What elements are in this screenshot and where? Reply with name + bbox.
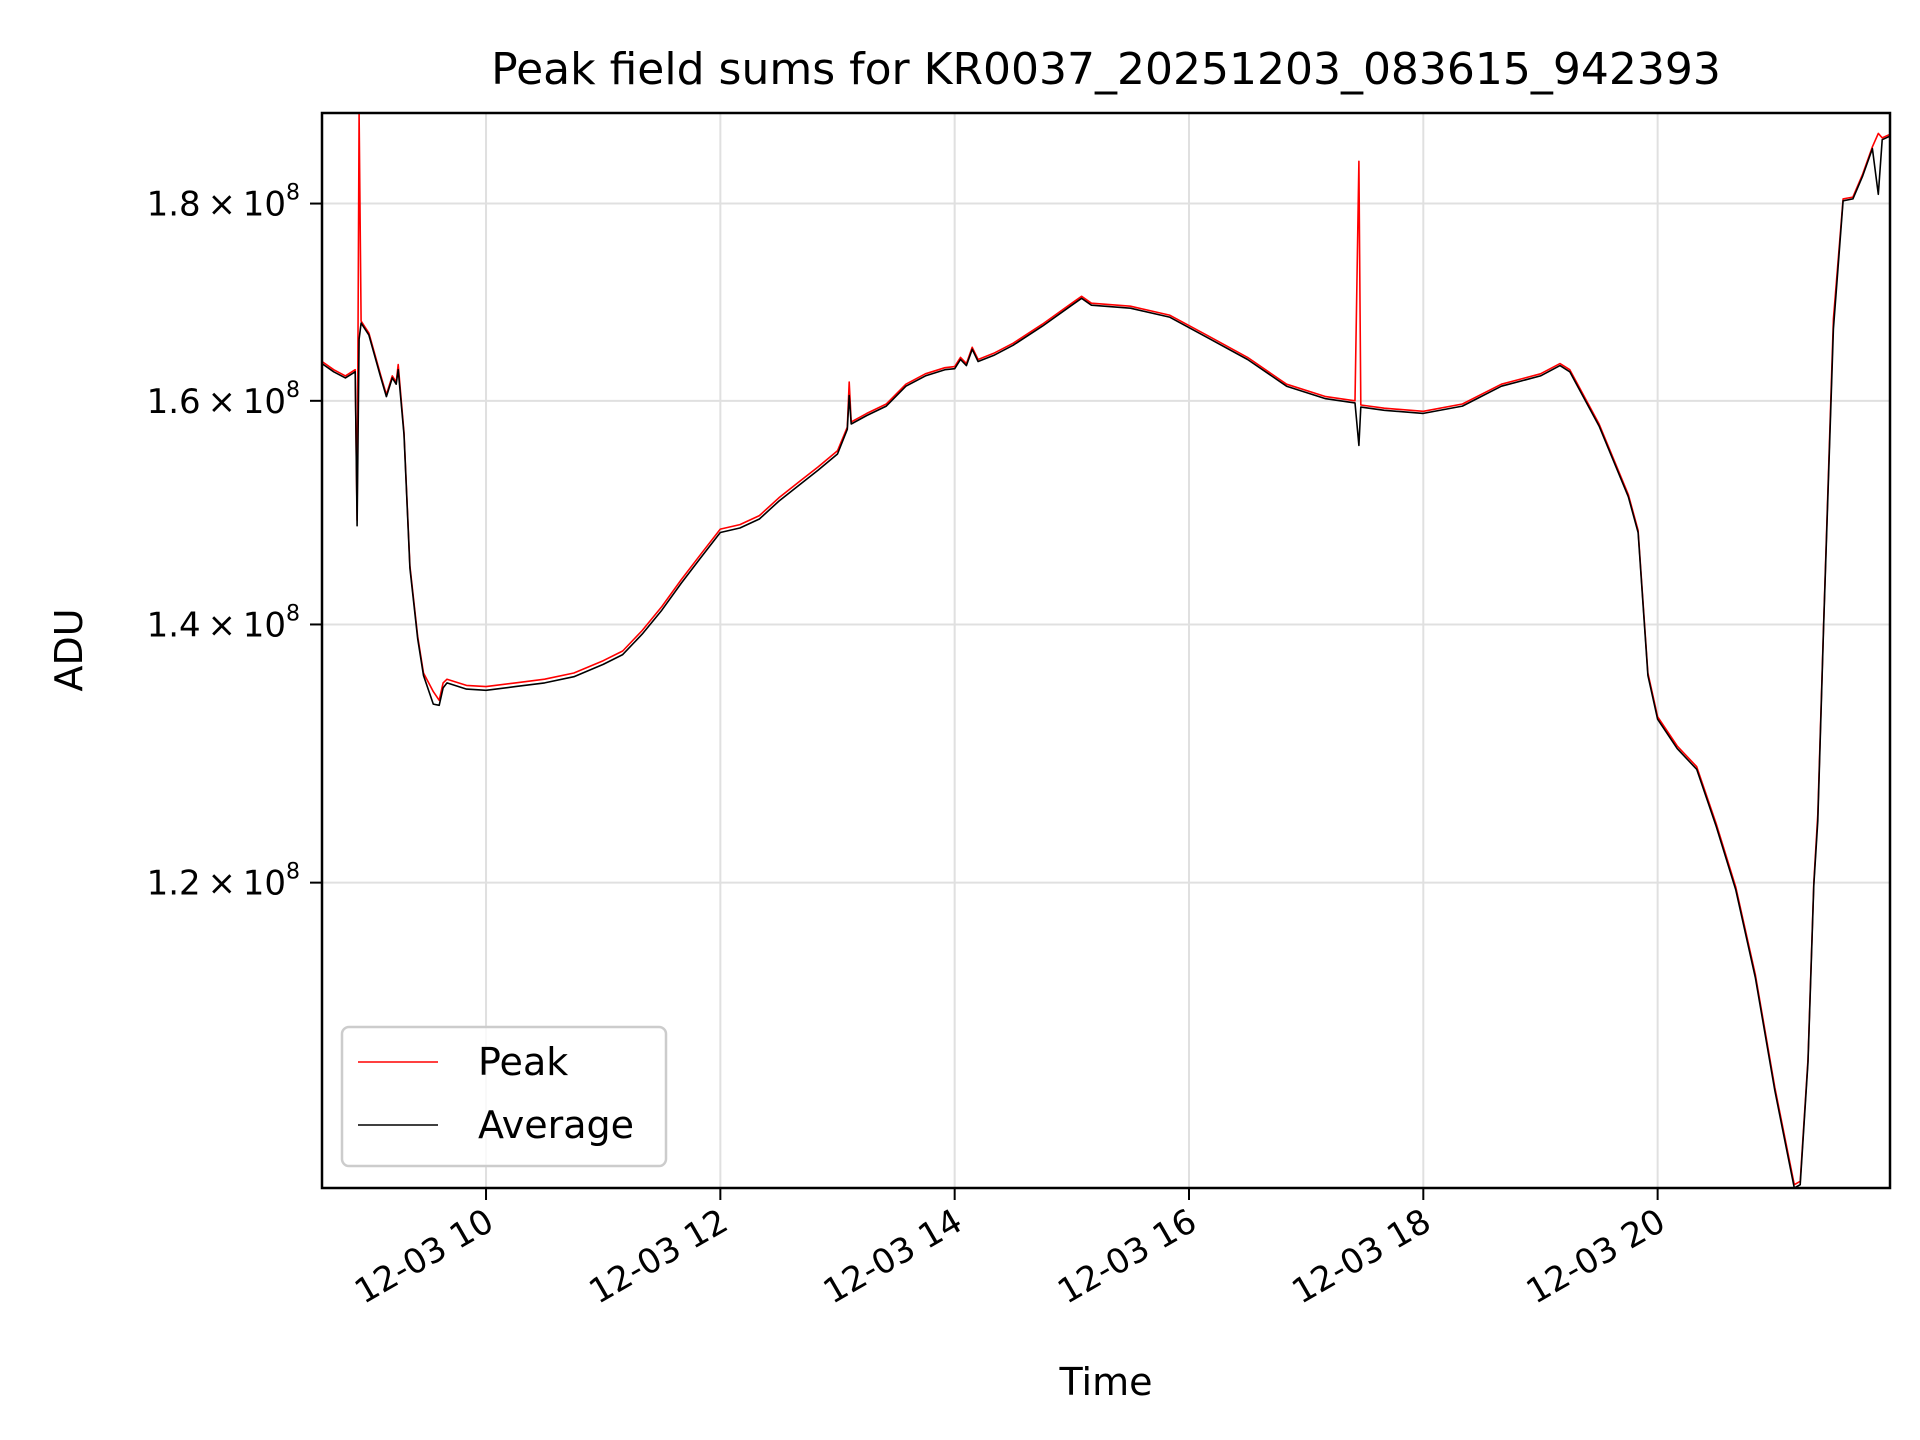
legend-label-average: Average <box>478 1103 634 1147</box>
y-axis-label: ADU <box>47 608 91 691</box>
series-line-average <box>321 135 1891 1189</box>
legend: Peak Average <box>340 1025 668 1168</box>
y-tick-label: 1.2 × 108 <box>147 860 300 904</box>
y-tick-label: 1.6 × 108 <box>147 378 300 422</box>
grid-lines <box>322 113 1890 1188</box>
y-axis-ticks: 1.2 × 108 1.4 × 108 1.6 × 108 1.8 × 108 <box>147 181 322 904</box>
series-lines <box>321 112 1891 1189</box>
legend-label-peak: Peak <box>478 1040 568 1084</box>
x-axis-label: Time <box>1059 1360 1153 1404</box>
y-tick-label: 1.8 × 108 <box>147 181 300 225</box>
plot-frame <box>320 111 1892 1190</box>
y-tick-label: 1.4 × 108 <box>147 601 300 645</box>
chart-title: Peak field sums for KR0037_20251203_0836… <box>491 44 1721 95</box>
